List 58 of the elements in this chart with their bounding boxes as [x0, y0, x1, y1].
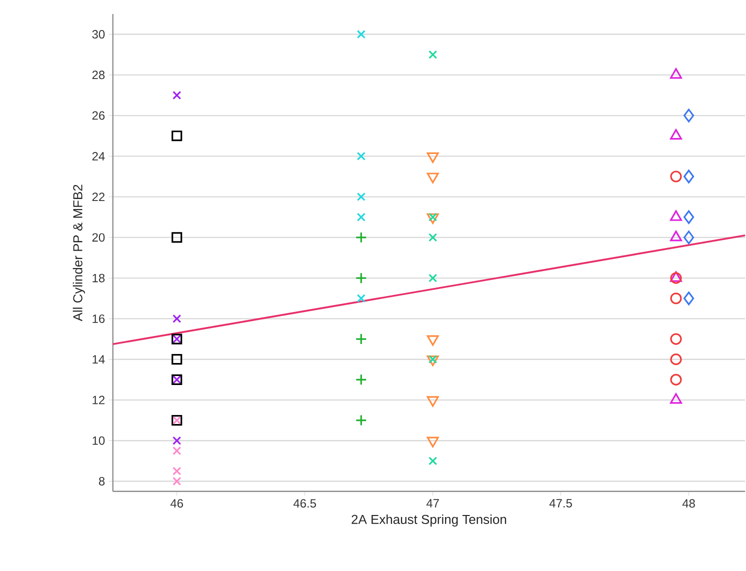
point — [670, 170, 682, 182]
point — [355, 374, 367, 386]
point — [428, 456, 438, 466]
point — [670, 230, 682, 242]
point — [356, 212, 366, 222]
point — [355, 333, 367, 345]
point — [670, 393, 682, 404]
y-tick-label: 20 — [92, 233, 105, 242]
point — [670, 68, 682, 79]
y-tick-label: 16 — [92, 314, 105, 323]
x-tick-label: 46 — [170, 499, 183, 508]
y-tick-label: 26 — [92, 111, 105, 120]
point — [355, 414, 367, 426]
x-tick-label: 48 — [682, 499, 695, 508]
point — [356, 152, 366, 160]
y-tick-label: 28 — [92, 70, 105, 80]
point — [670, 353, 682, 365]
point — [172, 314, 182, 323]
point — [670, 128, 682, 140]
point — [670, 292, 682, 304]
point — [670, 210, 682, 221]
point — [172, 476, 182, 486]
point — [356, 192, 366, 201]
point — [356, 30, 366, 38]
point — [670, 374, 682, 386]
y-tick-label: 24 — [92, 152, 105, 160]
y-tick-label: 12 — [92, 396, 105, 404]
y-tick-label: 10 — [92, 436, 105, 445]
x-tick-label: 47.5 — [549, 499, 572, 508]
point — [670, 333, 682, 345]
point — [683, 291, 694, 306]
y-tick-label: 22 — [92, 192, 105, 201]
point — [172, 130, 182, 142]
point — [683, 210, 694, 224]
y-tick-label: 18 — [92, 274, 105, 282]
point — [355, 272, 367, 284]
point — [683, 230, 694, 244]
point — [172, 446, 182, 455]
x-axis-title: 2A Exhaust Spring Tension — [352, 514, 506, 526]
point — [683, 108, 694, 122]
point — [172, 354, 182, 364]
point — [356, 294, 366, 303]
x-tick-label: 47 — [426, 499, 439, 508]
point — [172, 466, 182, 476]
point — [428, 212, 438, 222]
point — [683, 170, 694, 184]
y-axis-title: All Cylinder PP & MFB2 — [72, 184, 85, 322]
point — [172, 90, 182, 100]
y-tick-label: 30 — [92, 30, 105, 38]
y-tick-label: 14 — [92, 355, 105, 364]
y-tick-label: 8 — [98, 476, 105, 486]
point — [428, 274, 438, 282]
point — [428, 232, 438, 242]
point — [172, 232, 182, 243]
point — [172, 436, 182, 445]
point — [428, 50, 438, 59]
x-tick-label: 46.5 — [293, 499, 316, 508]
point — [355, 232, 367, 244]
